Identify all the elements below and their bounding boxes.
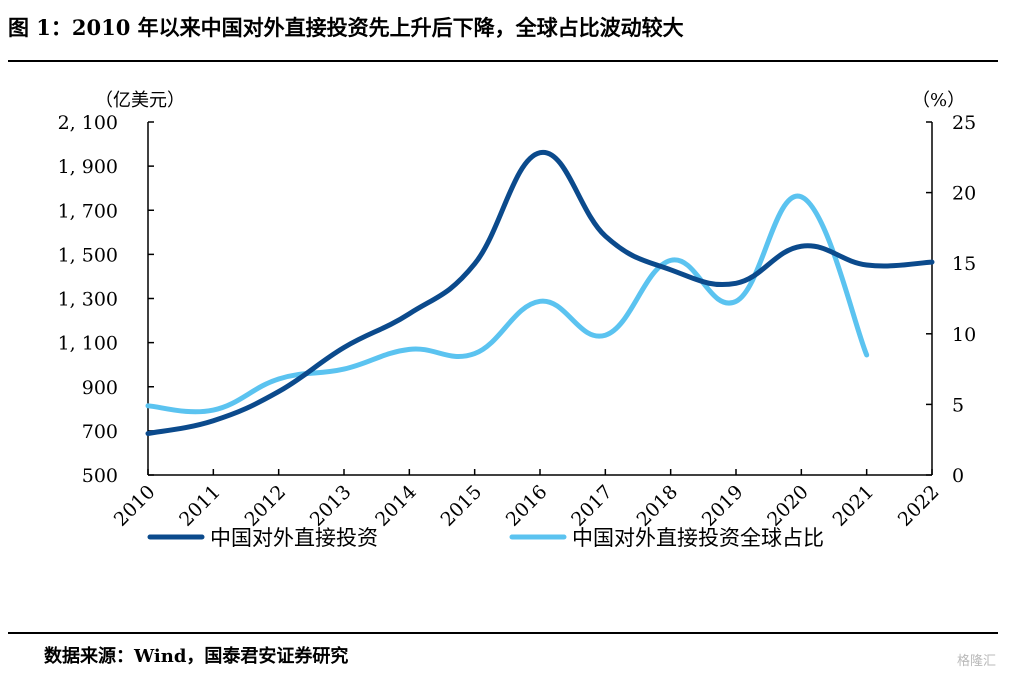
y-right-tick-label: 15 (952, 253, 976, 275)
x-tick-label: 2020 (763, 481, 813, 531)
y-axis-right-unit: （%） (912, 90, 965, 111)
chart-area: （亿美元） （%） 500 700 900 1, 100 1, 300 1, 500 1, … (58, 90, 977, 550)
y-axis-left-unit: （亿美元） (95, 90, 185, 111)
chart-title: 图 1：2010 年以来中国对外直接投资先上升后下降，全球占比波动较大 (8, 15, 684, 40)
y-left-tick-label: 1, 100 (58, 333, 118, 355)
x-tick-label: 2015 (436, 481, 486, 531)
x-tick-label: 2013 (306, 481, 356, 531)
x-tick-label: 2021 (828, 481, 878, 531)
y-left-tick-label: 1, 700 (58, 200, 118, 222)
y-left-tick-label: 1, 300 (58, 289, 118, 311)
x-tick-label: 2018 (632, 481, 682, 531)
bottom-rule (8, 632, 998, 634)
y-right-tick-label: 25 (952, 112, 976, 134)
x-tick-label: 2012 (240, 481, 290, 531)
watermark-logo: 格隆汇 (956, 654, 996, 669)
series-line-odi (145, 150, 935, 437)
x-tick-label: 2014 (371, 481, 421, 531)
y-right-tick-label: 0 (952, 465, 964, 487)
legend-label: 中国对外直接投资 (210, 526, 378, 550)
legend-label: 中国对外直接投资全球占比 (572, 526, 824, 550)
y-left-tick-label: 700 (82, 421, 118, 443)
y-left-tick-label: 1, 500 (58, 244, 118, 266)
x-tick-label: 2017 (567, 481, 617, 531)
y-left-tick-label: 500 (82, 465, 118, 487)
series-line-global-share (145, 193, 870, 415)
x-tick-label: 2010 (110, 481, 160, 531)
y-left-tick-label: 2, 100 (58, 112, 118, 134)
y-left-tick-label: 1, 900 (58, 156, 118, 178)
x-tick-label: 2022 (894, 481, 944, 531)
x-tick-label: 2016 (502, 481, 552, 531)
top-rule (8, 60, 998, 62)
x-tick-label: 2011 (175, 481, 225, 531)
y-right-tick-label: 20 (952, 183, 976, 205)
y-right-tick-label: 5 (952, 394, 964, 416)
y-left-tick-label: 900 (82, 377, 118, 399)
source-note: 数据来源：Wind，国泰君安证券研究 (44, 646, 349, 667)
x-tick-label: 2019 (698, 481, 748, 531)
y-right-tick-label: 10 (952, 324, 976, 346)
